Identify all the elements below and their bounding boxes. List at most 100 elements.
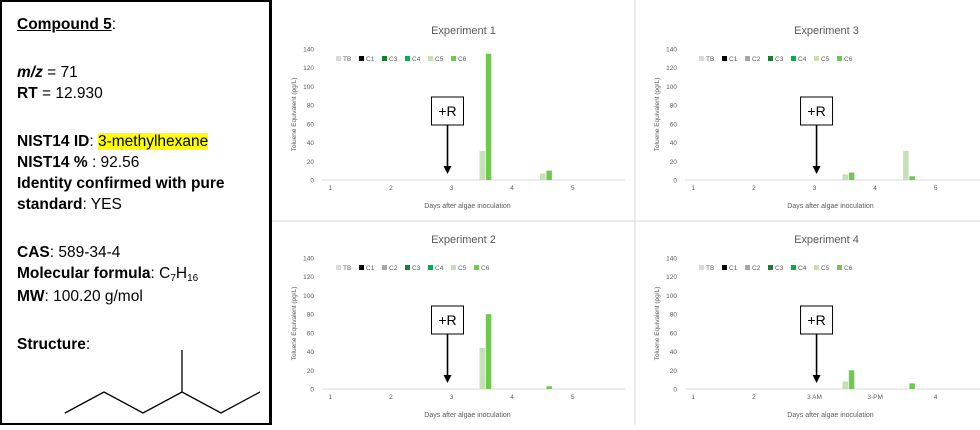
legend-label: C3	[412, 265, 421, 272]
bar	[848, 370, 855, 389]
compound-colon: :	[111, 16, 117, 33]
x-tick-label: 5	[934, 185, 938, 192]
identity-value: : YES	[82, 196, 122, 213]
legend-swatch	[405, 265, 410, 270]
x-tick-label: 4	[510, 185, 514, 192]
annotation-arrow-head	[443, 166, 452, 174]
rt-label: RT	[17, 85, 38, 102]
legend-swatch	[451, 265, 456, 270]
legend-swatch	[791, 265, 796, 270]
legend-label: C2	[752, 265, 761, 272]
legend-swatch	[745, 265, 750, 270]
legend-swatch	[359, 265, 364, 270]
y-tick-label: 40	[307, 349, 315, 356]
nist-pct-value: : 92.56	[87, 154, 140, 171]
y-tick-label: 80	[307, 312, 315, 319]
bar	[842, 381, 848, 389]
nist-id-line: NIST14 ID: 3-methylhexane	[17, 133, 209, 151]
y-tick-label: 60	[307, 330, 315, 337]
y-tick-label: 100	[666, 293, 677, 300]
y-tick-label: 40	[307, 140, 315, 147]
compound-heading: Compound 5:	[17, 16, 116, 34]
legend-swatch	[814, 265, 819, 270]
y-tick-label: 20	[670, 368, 678, 375]
legend-label: C6	[844, 56, 853, 63]
y-tick-label: 140	[303, 47, 314, 54]
y-tick-label: 40	[670, 349, 678, 356]
x-tick-label: 3 AM	[807, 394, 822, 401]
x-tick-label: 3-PM	[867, 394, 883, 401]
annotation-arrow-head	[443, 375, 452, 383]
annotation-label: +R	[807, 103, 825, 119]
y-tick-label: 60	[307, 121, 315, 128]
y-tick-label: 80	[670, 312, 678, 319]
y-tick-label: 20	[670, 159, 678, 166]
nist-pct-label: NIST14 %	[17, 154, 88, 171]
y-tick-label: 0	[673, 387, 677, 394]
x-tick-label: 4	[934, 394, 938, 401]
legend-label: TB	[706, 265, 714, 272]
legend-swatch	[382, 265, 387, 270]
legend-swatch	[428, 56, 433, 61]
legend-swatch	[451, 56, 456, 61]
legend-label: C6	[458, 56, 467, 63]
bar	[479, 150, 485, 180]
legend-label: C1	[366, 56, 375, 63]
mw-label: MW	[17, 288, 45, 305]
y-tick-label: 20	[307, 368, 315, 375]
formula-h: H	[175, 265, 188, 282]
bar	[546, 386, 552, 389]
x-tick-label: 1	[691, 185, 695, 192]
annotation-label: +R	[438, 312, 456, 328]
bar	[848, 172, 855, 180]
structure-label: Structure	[17, 336, 86, 353]
legend-swatch	[699, 56, 704, 61]
legend-label: C6	[481, 265, 490, 272]
nist-pct-line: NIST14 % : 92.56	[17, 154, 139, 172]
x-axis-label: Days after algae inoculation	[424, 412, 510, 419]
legend-label: C4	[798, 265, 807, 272]
x-tick-label: 2	[389, 394, 393, 401]
annotation-box	[431, 96, 464, 126]
cas-value: : 589-34-4	[49, 244, 121, 261]
legend-label: TB	[706, 56, 714, 63]
identity-label-2: standard	[17, 196, 83, 213]
legend-swatch	[722, 265, 727, 270]
legend-swatch	[837, 56, 842, 61]
legend-swatch	[791, 56, 796, 61]
legend-swatch	[359, 56, 364, 61]
chart-panel-4: Experiment 4 0 20 40 60 80 100 120 140 Toluene Eq…	[654, 234, 980, 419]
annotation-box	[431, 305, 464, 335]
identity-label-1: Identity confirmed with pure	[17, 175, 225, 192]
y-axis-label: Toluene Equivalent (pg/L)	[654, 78, 661, 152]
bar	[485, 314, 492, 389]
chart-panel-3: Experiment 2 0 20 40 60 80 100 120 140 Toluene Eq…	[291, 234, 625, 419]
legend-label: C6	[844, 265, 853, 272]
compound-label: Compound 5	[17, 16, 112, 33]
legend-swatch	[768, 56, 773, 61]
legend-label: TB	[343, 56, 351, 63]
legend-label: C2	[389, 265, 398, 272]
bar	[909, 383, 915, 389]
x-axis-label: Days after algae inoculation	[424, 203, 510, 210]
skeletal-bonds	[64, 391, 261, 414]
bar	[842, 174, 848, 180]
legend-swatch	[405, 56, 410, 61]
x-tick-label: 1	[328, 394, 332, 401]
legend-label: C5	[821, 56, 830, 63]
x-tick-label: 1	[328, 185, 332, 192]
formula-c-count: 7	[170, 273, 176, 284]
y-tick-label: 0	[310, 387, 314, 394]
legend-label: C3	[389, 56, 398, 63]
x-tick-label: 2	[389, 185, 393, 192]
legend-label: C5	[821, 265, 830, 272]
mz-value: = 71	[42, 64, 78, 81]
y-tick-label: 100	[666, 84, 677, 91]
rt-value: = 12.930	[37, 85, 103, 102]
chart-panel-1: Experiment 1 0 20 40 60 80 100 120 140 Toluene Eq…	[291, 25, 625, 210]
y-tick-label: 60	[670, 121, 678, 128]
legend-swatch	[768, 265, 773, 270]
mw-value: : 100.20 g/mol	[44, 288, 143, 305]
formula-label: Molecular formula	[17, 265, 151, 282]
annotation-box	[800, 305, 834, 335]
